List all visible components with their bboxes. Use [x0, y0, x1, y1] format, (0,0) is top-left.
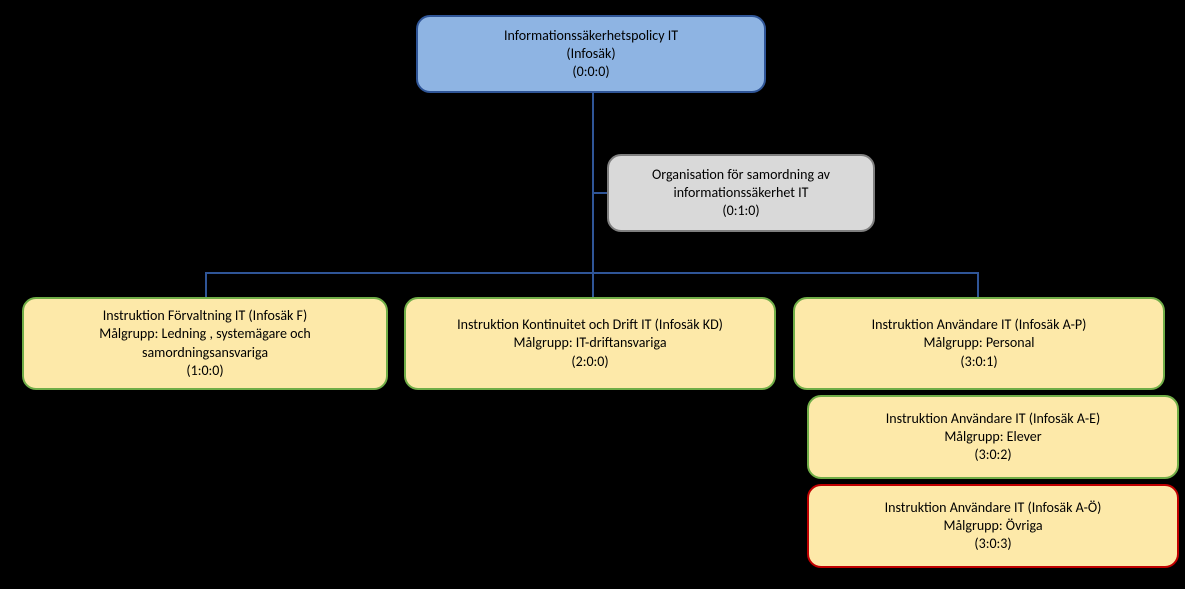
node-instr-f-line2: Målgrupp: Ledning , systemägare och: [99, 325, 311, 343]
connector-vertical-main: [592, 93, 594, 272]
node-instr-ao: Instruktion Användare IT (Infosäk A-Ö) M…: [807, 484, 1179, 568]
connector-drop-mid: [592, 272, 594, 297]
node-instr-kd-line2: Målgrupp: IT-driftansvariga: [513, 334, 666, 352]
node-instr-kd-line3: (2:0:0): [571, 353, 608, 371]
node-instr-f-line4: (1:0:0): [186, 362, 223, 380]
node-instr-f-line3: samordningsansvariga: [142, 344, 268, 362]
node-root: Informationssäkerhetspolicy IT (Infosäk)…: [416, 15, 766, 93]
node-instr-ap-line2: Målgrupp: Personal: [923, 334, 1034, 352]
node-instr-f-line1: Instruktion Förvaltning IT (Infosäk F): [103, 307, 307, 325]
node-root-line1: Informationssäkerhetspolicy IT: [504, 27, 678, 45]
node-root-line3: (0:0:0): [572, 63, 609, 81]
node-instr-ao-line3: (3:0:3): [974, 535, 1011, 553]
node-instr-kd-line1: Instruktion Kontinuitet och Drift IT (In…: [457, 316, 723, 334]
node-instr-f: Instruktion Förvaltning IT (Infosäk F) M…: [22, 297, 388, 390]
node-org-line2: informationssäkerhet IT: [674, 184, 809, 202]
node-instr-ap-line1: Instruktion Användare IT (Infosäk A-P): [872, 316, 1087, 334]
node-instr-kd: Instruktion Kontinuitet och Drift IT (In…: [404, 297, 776, 390]
diagram-canvas: Informationssäkerhetspolicy IT (Infosäk)…: [0, 0, 1185, 589]
node-instr-ae-line2: Målgrupp: Elever: [944, 428, 1041, 446]
connector-drop-left: [205, 272, 207, 297]
node-instr-ae-line1: Instruktion Användare IT (Infosäk A-E): [886, 410, 1100, 428]
node-instr-ap-line3: (3:0:1): [960, 353, 997, 371]
node-org-line3: (0:1:0): [722, 202, 759, 220]
node-instr-ae: Instruktion Användare IT (Infosäk A-E) M…: [807, 395, 1179, 479]
node-org: Organisation för samordning av informati…: [607, 154, 875, 232]
node-org-line1: Organisation för samordning av: [652, 166, 830, 184]
node-instr-ap: Instruktion Användare IT (Infosäk A-P) M…: [793, 297, 1165, 390]
connector-drop-right: [977, 272, 979, 297]
node-instr-ao-line2: Målgrupp: Övriga: [943, 517, 1042, 535]
node-instr-ae-line3: (3:0:2): [974, 446, 1011, 464]
node-instr-ao-line1: Instruktion Användare IT (Infosäk A-Ö): [885, 499, 1102, 517]
node-root-line2: (Infosäk): [566, 45, 615, 63]
